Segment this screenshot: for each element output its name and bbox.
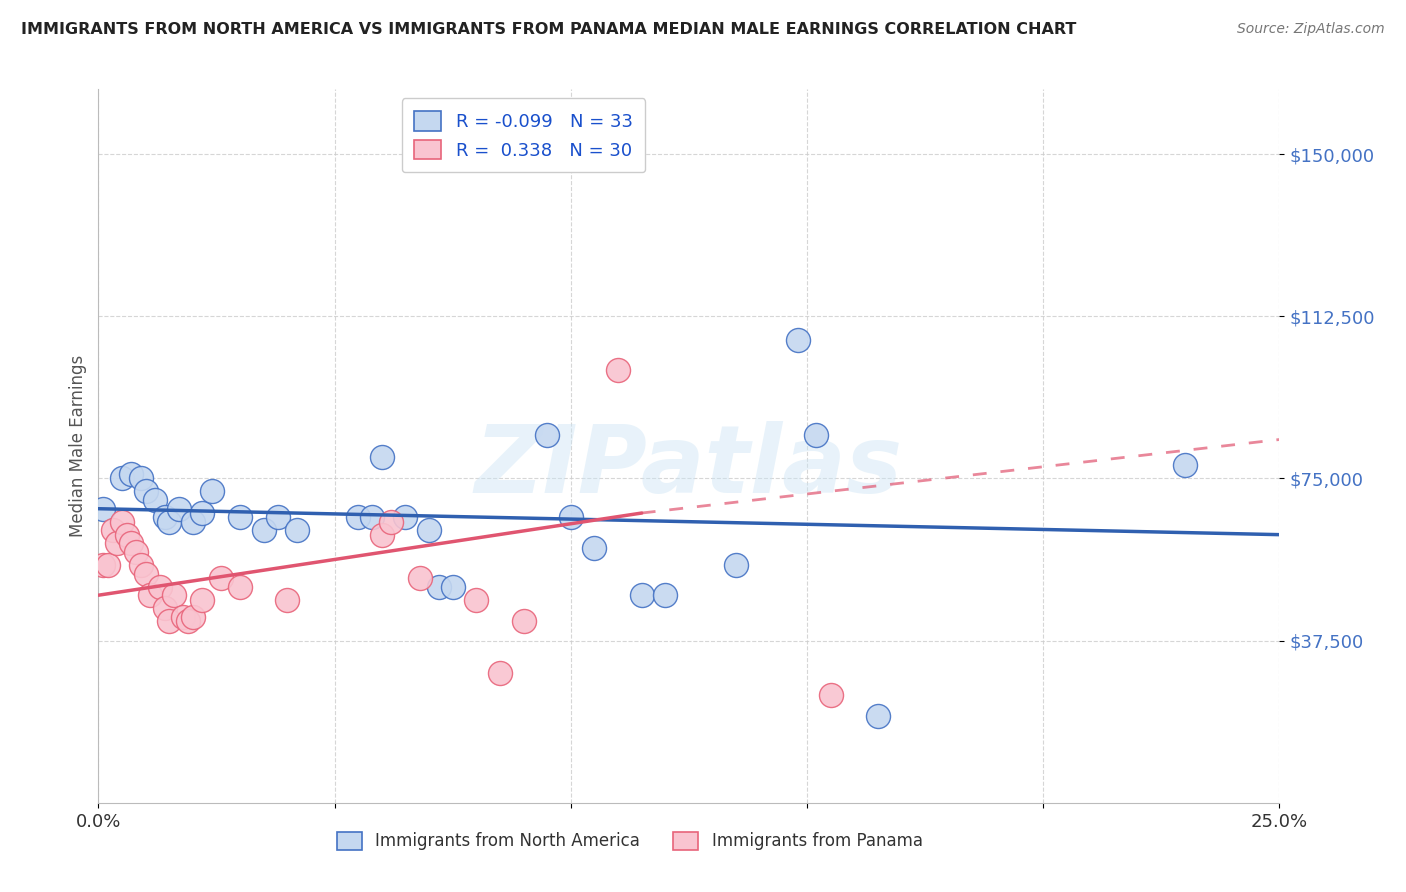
Point [512, 614, 534, 628]
Point [91, 501, 114, 516]
Text: Source: ZipAtlas.com: Source: ZipAtlas.com [1237, 22, 1385, 37]
Point [157, 614, 180, 628]
Point [163, 588, 186, 602]
Point [418, 524, 440, 538]
Y-axis label: Median Male Earnings: Median Male Earnings [69, 355, 87, 537]
Point [806, 428, 828, 442]
Point [394, 510, 416, 524]
Point [371, 450, 394, 464]
Point [229, 510, 252, 524]
Point [229, 580, 252, 594]
Point [121, 536, 143, 550]
Point [536, 428, 558, 442]
Point [111, 471, 134, 485]
Point [121, 467, 143, 482]
Text: IMMIGRANTS FROM NORTH AMERICA VS IMMIGRANTS FROM PANAMA MEDIAN MALE EARNINGS COR: IMMIGRANTS FROM NORTH AMERICA VS IMMIGRA… [21, 22, 1077, 37]
Point [105, 536, 128, 550]
Point [253, 524, 276, 538]
Point [380, 515, 402, 529]
Point [135, 566, 157, 581]
Point [157, 515, 180, 529]
Point [129, 558, 152, 572]
Point [201, 484, 224, 499]
Point [441, 580, 464, 594]
Point [408, 571, 430, 585]
Point [1174, 458, 1197, 473]
Point [267, 510, 290, 524]
Point [139, 588, 162, 602]
Point [820, 688, 842, 702]
Point [172, 610, 194, 624]
Point [285, 524, 308, 538]
Point [427, 580, 450, 594]
Point [786, 333, 808, 347]
Point [725, 558, 748, 572]
Point [866, 709, 889, 723]
Point [489, 666, 512, 681]
Point [167, 501, 190, 516]
Point [115, 527, 138, 541]
Point [101, 524, 124, 538]
Point [347, 510, 370, 524]
Point [465, 592, 488, 607]
Point [111, 515, 134, 529]
Point [97, 558, 120, 572]
Point [371, 527, 394, 541]
Point [129, 471, 152, 485]
Point [135, 484, 157, 499]
Point [125, 545, 148, 559]
Point [181, 515, 204, 529]
Point [91, 558, 114, 572]
Point [607, 363, 630, 377]
Point [149, 580, 172, 594]
Point [654, 588, 676, 602]
Point [361, 510, 384, 524]
Point [560, 510, 582, 524]
Point [209, 571, 232, 585]
Point [153, 601, 176, 615]
Point [143, 493, 166, 508]
Point [191, 592, 214, 607]
Legend: Immigrants from North America, Immigrants from Panama: Immigrants from North America, Immigrant… [329, 823, 931, 859]
Point [153, 510, 176, 524]
Point [191, 506, 214, 520]
Point [630, 588, 652, 602]
Point [583, 541, 606, 555]
Point [276, 592, 298, 607]
Point [177, 614, 200, 628]
Point [181, 610, 204, 624]
Text: ZIPatlas: ZIPatlas [475, 421, 903, 514]
